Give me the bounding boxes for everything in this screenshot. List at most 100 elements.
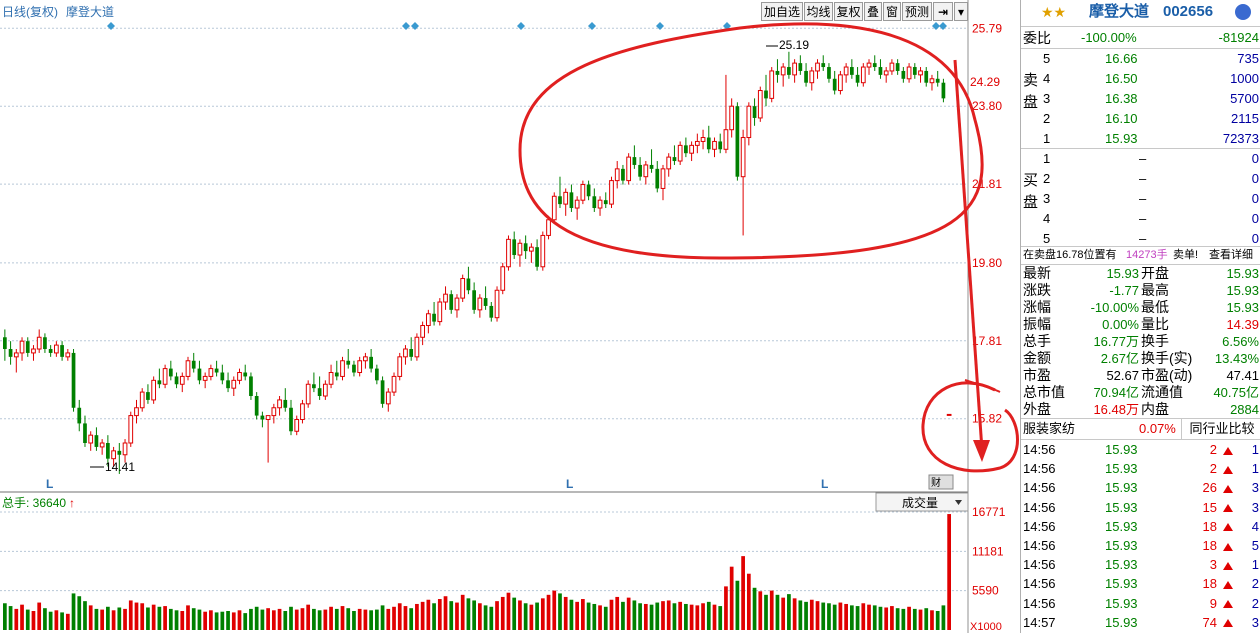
candle-body: [684, 145, 688, 154]
order-price: 16.50: [1105, 71, 1138, 86]
candle-body: [735, 106, 740, 177]
stat-label: 最低: [1141, 299, 1169, 315]
finance-report-icon-text: 财: [931, 476, 941, 489]
candle: [843, 63, 849, 83]
candle: [13, 349, 19, 373]
candle-body: [249, 376, 253, 397]
candle-body: [574, 199, 580, 209]
candle: [906, 63, 912, 83]
candle: [385, 388, 391, 412]
candle-body: [328, 372, 334, 385]
candle: [872, 55, 877, 71]
volume-bar: [489, 606, 494, 630]
candle-body: [626, 156, 632, 182]
candle-body: [385, 391, 391, 405]
window-button[interactable]: 窗: [883, 2, 901, 21]
add-watchlist-button[interactable]: 加自选: [761, 2, 803, 21]
candlestick-chart[interactable]: 日线(复权) 摩登大道 25.79 23.80 21.81 19.80 17.81 15.…: [0, 0, 1020, 633]
candle-body: [340, 360, 345, 377]
candle-body: [494, 289, 500, 319]
stat-row: 振幅 0.00% 量比 14.39: [1021, 316, 1260, 333]
candle-body: [432, 313, 436, 322]
candle-body: [672, 157, 677, 162]
candle-body: [506, 238, 511, 268]
volume-bar: [3, 603, 7, 630]
candle: [134, 399, 139, 424]
candle-body: [906, 66, 912, 80]
candle-body: [546, 219, 551, 236]
candle-body: [83, 423, 87, 444]
candle-body: [946, 413, 952, 416]
candle-body: [569, 192, 574, 209]
order-level: 1: [1043, 131, 1051, 146]
volume-bar: [947, 514, 951, 630]
volume-bar: [203, 611, 208, 630]
volume-bar: [77, 596, 82, 630]
volume-bar: [781, 597, 786, 630]
candle: [787, 51, 791, 79]
candle: [363, 352, 368, 369]
moving-average-button[interactable]: 均线: [804, 2, 833, 21]
order-volume: 0: [1251, 171, 1259, 186]
candle: [77, 399, 82, 432]
volume-label: 总手: 36640: [2, 496, 66, 510]
stat-label: 最新: [1023, 265, 1051, 281]
candle-body: [208, 368, 214, 377]
volume-bar: [518, 600, 522, 630]
candle-body: [13, 352, 19, 358]
candle-body: [689, 144, 694, 154]
candle: [472, 282, 476, 314]
candle: [449, 290, 454, 314]
overlay-button[interactable]: 叠: [864, 2, 882, 21]
finance-report-icon[interactable]: [928, 474, 954, 490]
tick-price: 15.93: [1105, 557, 1138, 573]
volume-bar: [140, 603, 145, 630]
candle-body: [77, 407, 82, 424]
skip-icon[interactable]: ⇥: [933, 2, 953, 21]
volume-bar: [25, 609, 30, 630]
candle: [895, 59, 900, 75]
candle: [860, 63, 866, 87]
up-arrow-icon: [1223, 536, 1233, 555]
volume-bar: [558, 593, 562, 630]
volume-selector[interactable]: [875, 492, 969, 512]
candle-body: [643, 164, 649, 178]
globe-icon[interactable]: [1235, 4, 1251, 20]
volume-bar: [8, 606, 13, 630]
candle-body: [414, 336, 420, 358]
info-bar[interactable]: 在卖盘16.78位置有 14273手 卖单! 查看详细: [1021, 246, 1260, 264]
tick-row: 14:56 15.93 26 3: [1021, 478, 1260, 497]
candle-body: [649, 164, 654, 169]
volume-bar: [106, 606, 110, 630]
candle: [626, 153, 632, 185]
view-detail-link[interactable]: 查看详细: [1209, 249, 1253, 261]
candle: [540, 231, 546, 271]
candle-body: [54, 344, 59, 354]
candle-body: [729, 105, 735, 131]
tick-row: 14:56 15.93 15 3: [1021, 498, 1260, 517]
order-level: 5: [1043, 231, 1051, 246]
adjust-button[interactable]: 复权: [834, 2, 863, 21]
stat-value: -1.77: [1109, 283, 1139, 298]
candle-body: [677, 144, 683, 162]
candle-body: [603, 200, 608, 205]
volume-bar: [478, 603, 482, 630]
tick-row: 14:56 15.93 18 5: [1021, 536, 1260, 555]
volume-bar: [621, 601, 625, 630]
order-level: 2: [1043, 111, 1051, 126]
candle: [237, 368, 242, 385]
buy-order-row: 4 – 0: [1021, 209, 1260, 229]
candle: [122, 439, 128, 463]
stat-label: 换手(实): [1141, 350, 1193, 366]
industry-compare-button[interactable]: 同行业比较: [1181, 419, 1260, 439]
stat-value: 15.93: [1106, 266, 1139, 281]
divider: [1021, 418, 1260, 419]
dropdown-icon[interactable]: ▾: [954, 2, 968, 21]
candle: [397, 352, 403, 381]
forecast-button[interactable]: 预测: [902, 2, 932, 21]
order-volume: 0: [1251, 151, 1259, 166]
volume-bar: [329, 606, 333, 630]
candle: [19, 337, 25, 361]
tick-count: 5: [1251, 538, 1259, 553]
candle: [632, 145, 637, 169]
